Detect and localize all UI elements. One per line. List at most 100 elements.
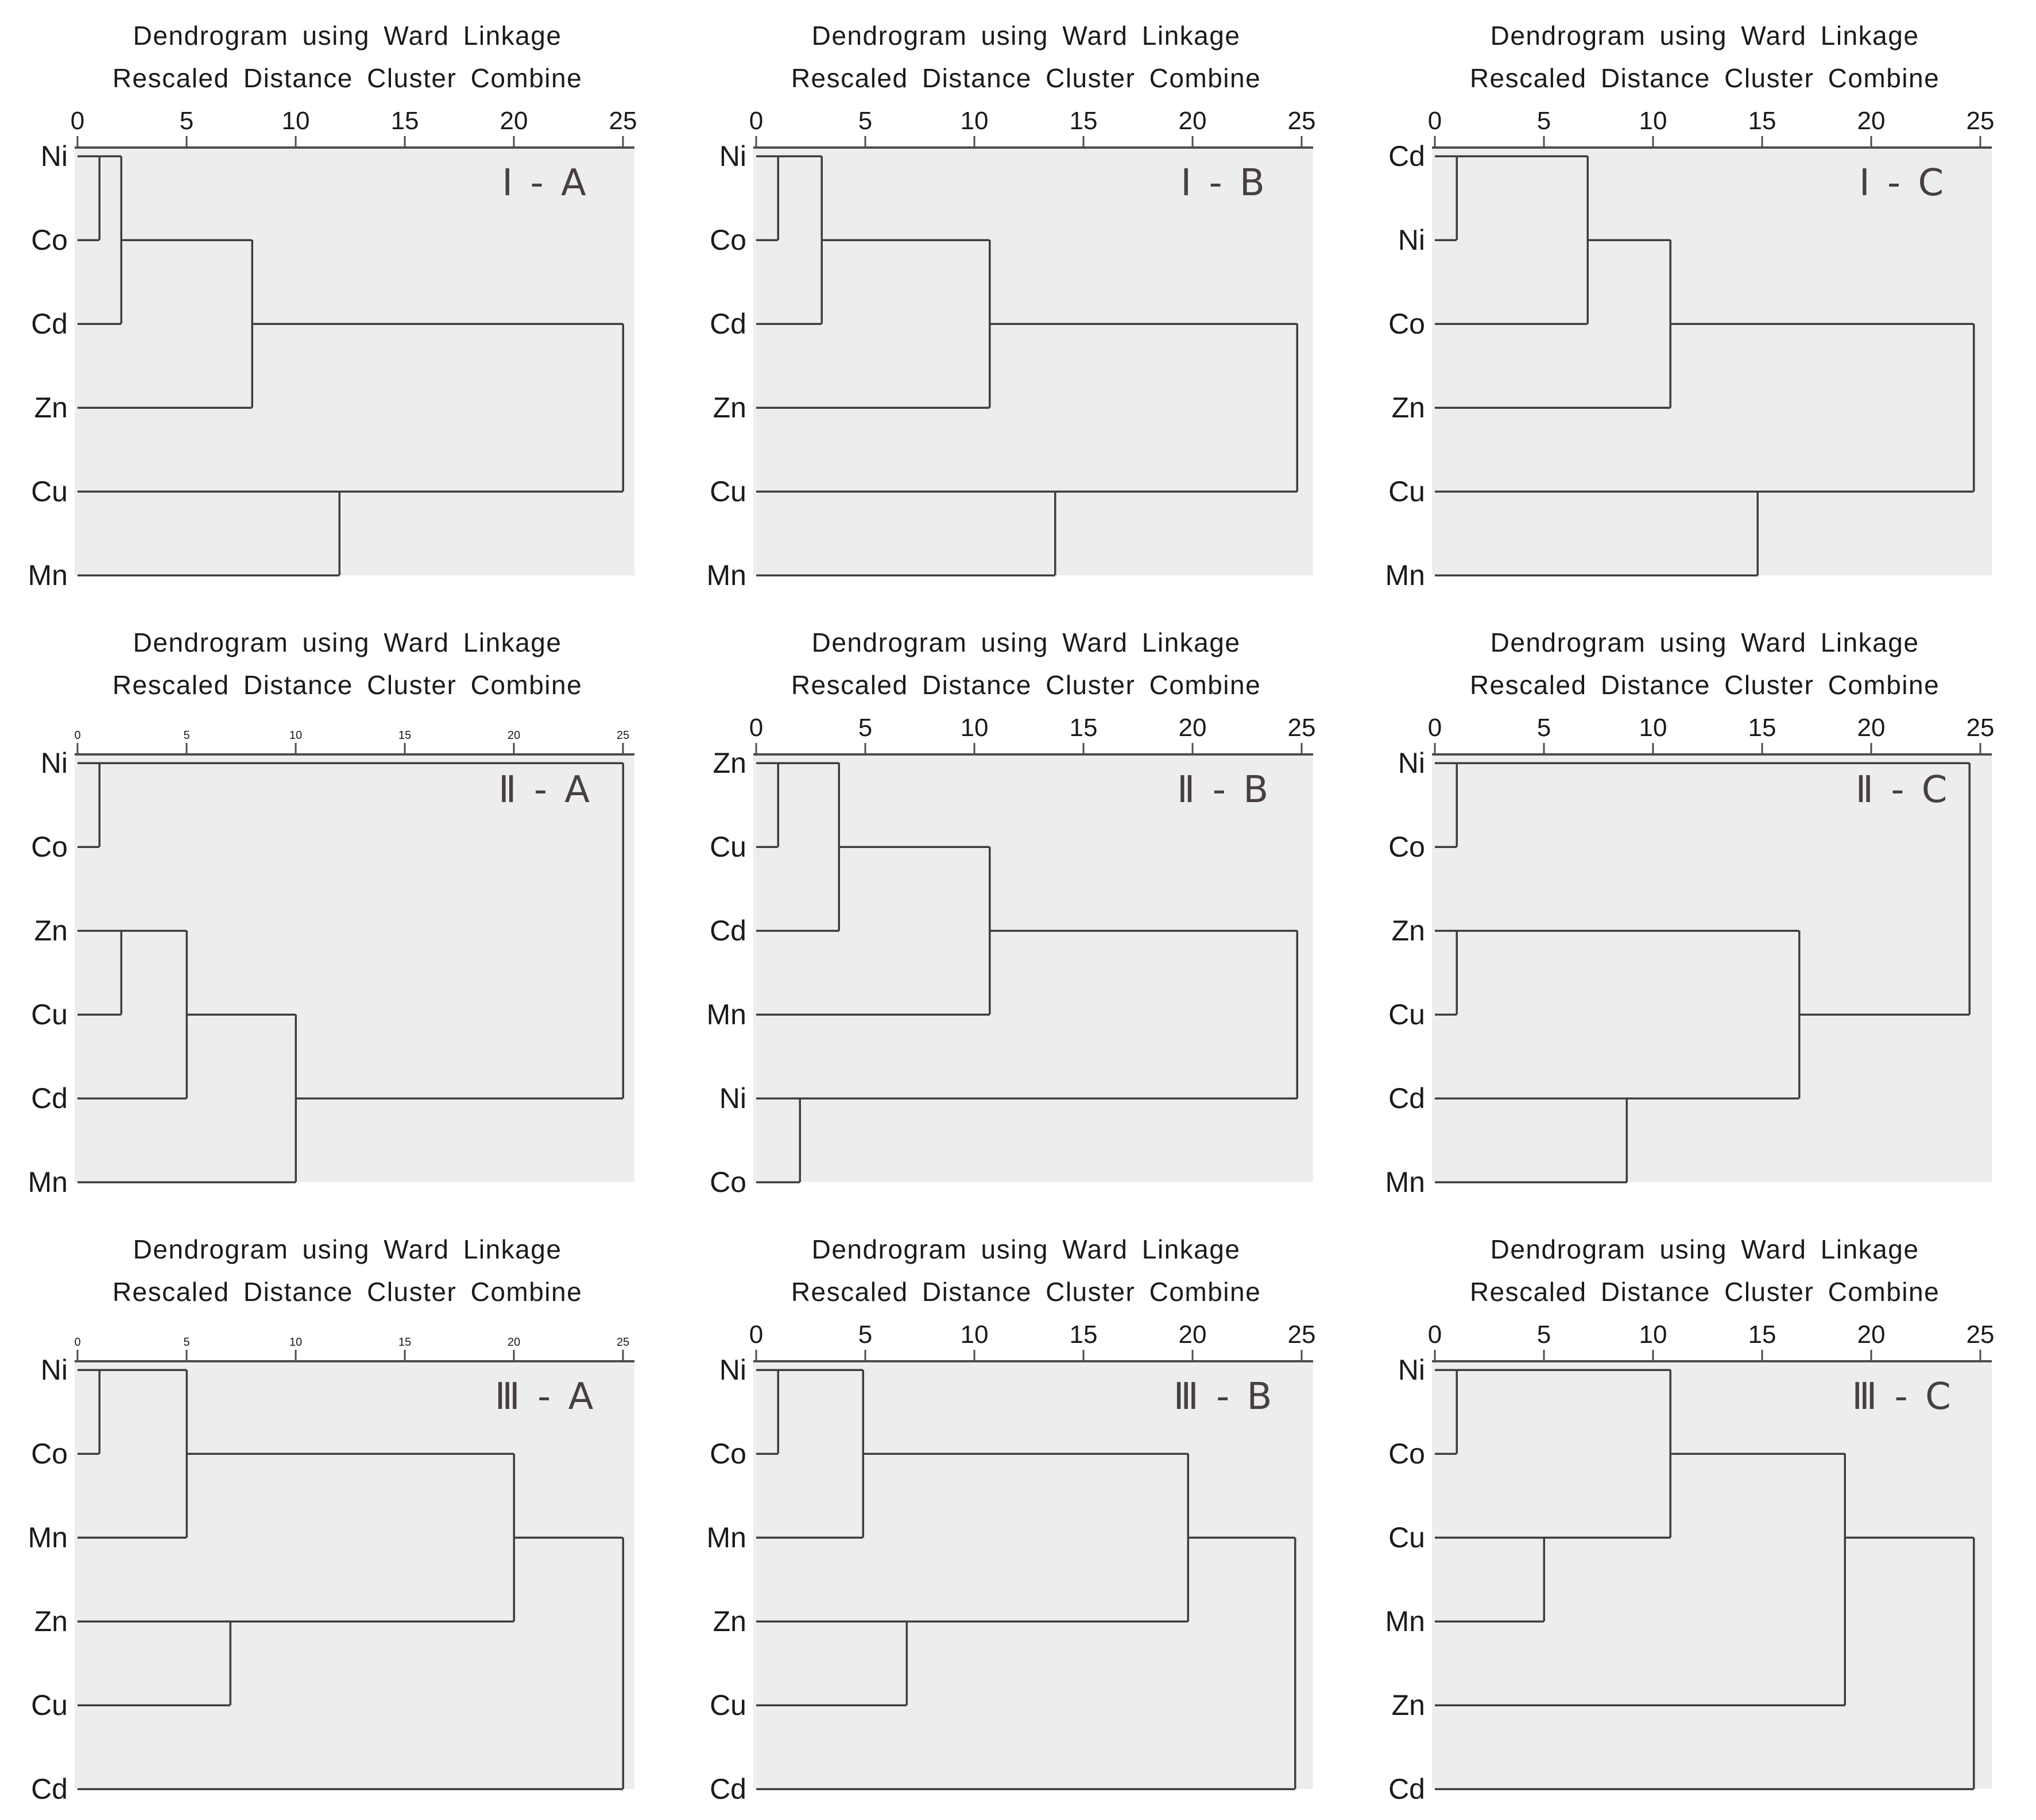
x-axis-tick-label: 10	[1639, 714, 1667, 742]
chart-subtitle: Rescaled Distance Cluster Combine	[791, 63, 1261, 93]
leaf-label-Co: Co	[31, 831, 68, 863]
chart-subtitle: Rescaled Distance Cluster Combine	[791, 1277, 1261, 1307]
leaf-label-Co: Co	[31, 1438, 68, 1470]
x-axis-tick-label: 0	[749, 1321, 763, 1349]
x-axis-tick-label: 5	[183, 1336, 189, 1349]
leaf-label-Mn: Mn	[28, 1166, 68, 1198]
leaf-label-Ni: Ni	[41, 140, 68, 172]
x-axis-tick-label: 15	[398, 1336, 411, 1349]
leaf-label-Zn: Zn	[1392, 1689, 1425, 1721]
x-axis-tick-label: 0	[749, 714, 763, 742]
x-axis-tick-label: 25	[617, 729, 629, 742]
leaf-label-Cu: Cu	[1388, 1521, 1425, 1554]
x-axis-tick-label: 25	[1967, 107, 1995, 135]
leaf-label-Cd: Cd	[710, 915, 746, 947]
x-axis-tick-label: 10	[1639, 107, 1667, 135]
dendrogram-panel-II-C: Dendrogram using Ward Linkage Rescaled Di…	[1357, 607, 2036, 1214]
leaf-label-Cu: Cu	[710, 475, 746, 508]
leaf-label-Cd: Cd	[31, 1082, 68, 1114]
x-axis-tick-label: 20	[1179, 107, 1207, 135]
chart-title: Dendrogram using Ward Linkage	[133, 628, 562, 657]
chart-title: Dendrogram using Ward Linkage	[812, 1234, 1241, 1264]
panel-tag: Ⅲ - A	[495, 1376, 597, 1418]
leaf-label-Mn: Mn	[1385, 559, 1425, 591]
x-axis-tick-label: 25	[1288, 714, 1316, 742]
panel-tag: Ⅱ - A	[498, 769, 593, 811]
leaf-label-Mn: Mn	[1385, 1605, 1425, 1637]
leaf-label-Cd: Cd	[1388, 1082, 1425, 1114]
x-axis-tick-label: 20	[500, 107, 528, 135]
dendrogram-svg-I-A: Dendrogram using Ward Linkage Rescaled Di…	[28, 21, 637, 591]
dendrogram-svg-I-C: Dendrogram using Ward Linkage Rescaled Di…	[1385, 21, 1995, 591]
leaf-label-Zn: Zn	[713, 392, 746, 424]
x-axis-tick-label: 5	[183, 729, 189, 742]
leaf-label-Cd: Cd	[31, 1773, 68, 1805]
leaf-label-Ni: Ni	[1398, 224, 1425, 256]
plot-area	[753, 148, 1313, 575]
leaf-label-Zn: Zn	[713, 747, 746, 779]
dendrogram-svg-III-B: Dendrogram using Ward Linkage Rescaled Di…	[707, 1234, 1316, 1805]
dendrogram-svg-II-B: Dendrogram using Ward Linkage Rescaled Di…	[707, 628, 1316, 1198]
panel-tag: Ⅲ - C	[1852, 1376, 1954, 1418]
panel-tag: Ⅱ - C	[1856, 769, 1950, 811]
leaf-label-Zn: Zn	[713, 1605, 746, 1637]
leaf-label-Ni: Ni	[1398, 747, 1425, 779]
dendrogram-svg-II-C: Dendrogram using Ward Linkage Rescaled Di…	[1385, 628, 1995, 1198]
chart-subtitle: Rescaled Distance Cluster Combine	[1470, 63, 1940, 93]
x-axis-tick-label: 0	[1428, 714, 1442, 742]
x-axis-tick-label: 15	[398, 729, 411, 742]
leaf-label-Mn: Mn	[707, 1521, 746, 1554]
leaf-label-Zn: Zn	[1392, 915, 1425, 947]
x-axis-tick-label: 0	[71, 107, 84, 135]
leaf-label-Ni: Ni	[719, 1354, 746, 1386]
x-axis-tick-label: 25	[1288, 1321, 1316, 1349]
x-axis-tick-label: 15	[1070, 107, 1098, 135]
leaf-label-Co: Co	[31, 224, 68, 256]
chart-title: Dendrogram using Ward Linkage	[1491, 21, 1919, 51]
panel-tag: Ⅰ - B	[1180, 162, 1268, 204]
chart-title: Dendrogram using Ward Linkage	[812, 628, 1241, 657]
leaf-label-Mn: Mn	[707, 998, 746, 1031]
x-axis-tick-label: 20	[508, 729, 520, 742]
x-axis-tick-label: 25	[1288, 107, 1316, 135]
x-axis-tick-label: 15	[1748, 714, 1776, 742]
chart-subtitle: Rescaled Distance Cluster Combine	[1470, 1277, 1940, 1307]
leaf-label-Cu: Cu	[710, 831, 746, 863]
leaf-label-Ni: Ni	[719, 140, 746, 172]
dendrogram-panel-III-B: Dendrogram using Ward Linkage Rescaled Di…	[679, 1214, 1357, 1820]
leaf-label-Cu: Cu	[1388, 998, 1425, 1031]
leaf-label-Co: Co	[710, 1438, 746, 1470]
x-axis-tick-label: 0	[1428, 1321, 1442, 1349]
x-axis-tick-label: 5	[858, 1321, 872, 1349]
x-axis-tick-label: 10	[961, 1321, 989, 1349]
leaf-label-Ni: Ni	[41, 747, 68, 779]
x-axis-tick-label: 5	[1537, 1321, 1551, 1349]
x-axis-tick-label: 20	[508, 1336, 520, 1349]
x-axis-tick-label: 5	[858, 107, 872, 135]
leaf-label-Cu: Cu	[31, 1689, 68, 1721]
plot-area	[753, 1361, 1313, 1789]
leaf-label-Cu: Cu	[710, 1689, 746, 1721]
x-axis-tick-label: 5	[858, 714, 872, 742]
x-axis-tick-label: 10	[289, 1336, 302, 1349]
dendrogram-svg-III-C: Dendrogram using Ward Linkage Rescaled Di…	[1385, 1234, 1995, 1805]
chart-title: Dendrogram using Ward Linkage	[133, 21, 562, 51]
leaf-label-Cd: Cd	[1388, 1773, 1425, 1805]
x-axis-tick-label: 0	[74, 1336, 80, 1349]
x-axis-tick-label: 0	[1428, 107, 1442, 135]
x-axis-tick-label: 5	[1537, 714, 1551, 742]
x-axis-tick-label: 5	[1537, 107, 1551, 135]
dendrogram-svg-III-A: Dendrogram using Ward Linkage Rescaled Di…	[28, 1234, 634, 1805]
chart-subtitle: Rescaled Distance Cluster Combine	[791, 670, 1261, 700]
dendrogram-panel-II-A: Dendrogram using Ward Linkage Rescaled Di…	[0, 607, 679, 1214]
x-axis-tick-label: 10	[289, 729, 302, 742]
chart-title: Dendrogram using Ward Linkage	[1491, 628, 1919, 657]
leaf-label-Co: Co	[710, 224, 746, 256]
plot-area	[1432, 148, 1992, 575]
dendrogram-svg-I-B: Dendrogram using Ward Linkage Rescaled Di…	[707, 21, 1316, 591]
x-axis-tick-label: 5	[180, 107, 193, 135]
leaf-label-Mn: Mn	[28, 1521, 68, 1554]
leaf-label-Ni: Ni	[719, 1082, 746, 1114]
leaf-label-Cd: Cd	[710, 308, 746, 340]
x-axis-tick-label: 25	[609, 107, 637, 135]
